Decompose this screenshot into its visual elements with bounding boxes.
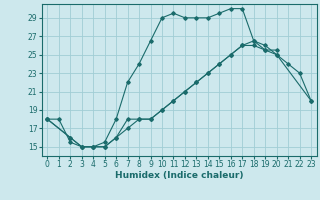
X-axis label: Humidex (Indice chaleur): Humidex (Indice chaleur) — [115, 171, 244, 180]
